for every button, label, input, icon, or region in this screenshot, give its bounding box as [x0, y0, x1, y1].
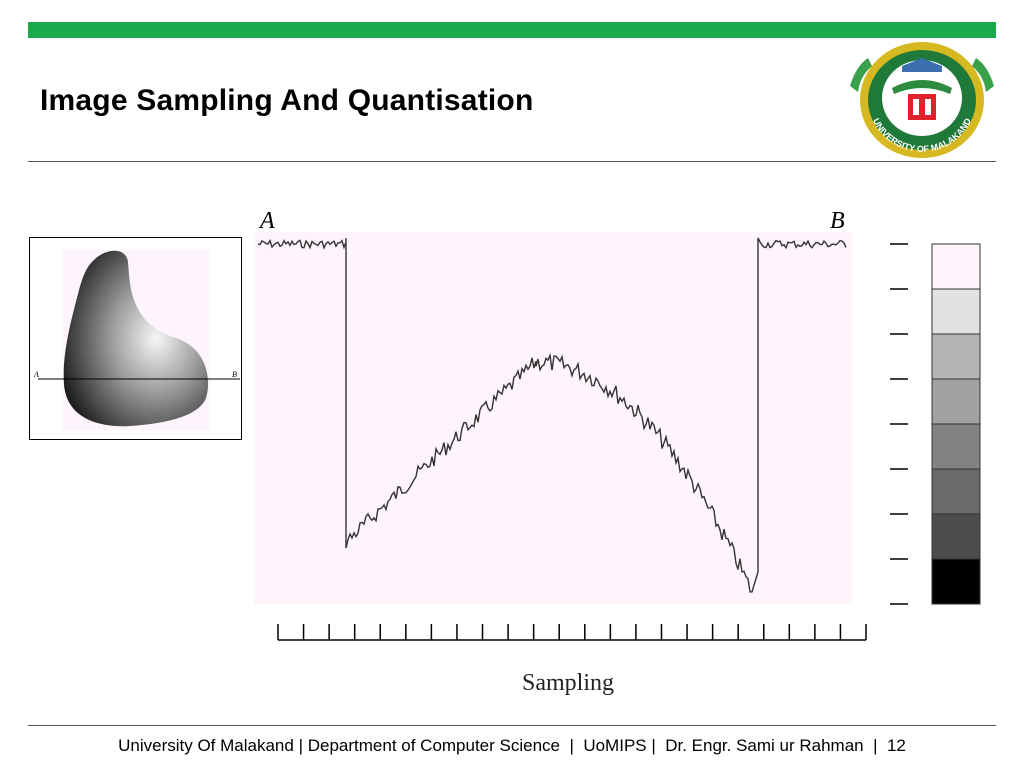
- inset-image: A B: [33, 250, 240, 430]
- gray-level-swatch: [931, 513, 981, 560]
- gray-level-swatch: [931, 378, 981, 425]
- university-logo: UNIVERSITY OF MALAKAND: [850, 42, 994, 158]
- footer-separator: |: [863, 736, 887, 755]
- footer-university: University Of Malakand: [118, 736, 294, 755]
- plot-background: [254, 232, 852, 604]
- intensity-profile-line: [257, 237, 847, 593]
- footer-separator: |: [646, 736, 666, 755]
- footer-divider: [28, 725, 996, 726]
- plot-label-b: B: [830, 208, 845, 234]
- gray-level-swatch: [931, 288, 981, 335]
- inset-label-a: A: [33, 370, 39, 379]
- sampling-label: Sampling: [522, 670, 614, 696]
- quantization-ticks: [890, 243, 908, 605]
- inset-label-b: B: [232, 370, 237, 379]
- sampling-quantization-figure: A B Sampling: [254, 208, 981, 696]
- footer-separator: |: [560, 736, 584, 755]
- footer-author: Dr. Engr. Sami ur Rahman: [665, 736, 864, 755]
- plot-label-a: A: [258, 208, 275, 234]
- gray-level-swatch: [931, 468, 981, 515]
- gray-level-swatch: [931, 423, 981, 470]
- gray-level-swatch: [931, 243, 981, 290]
- page-number: 12: [886, 736, 906, 755]
- gray-level-swatch: [931, 333, 981, 380]
- gray-level-swatch: [931, 558, 981, 605]
- slide-title: Image Sampling And Quantisation: [40, 84, 534, 117]
- footer-department: Department of Computer Science: [307, 736, 561, 755]
- inset-image-panel: A B: [29, 237, 242, 440]
- sampling-ticks: [277, 624, 867, 640]
- footer: University Of Malakand | Department of C…: [0, 736, 1024, 756]
- inset-shape: [63, 250, 209, 427]
- footer-separator: |: [293, 736, 308, 755]
- gray-level-scale: [931, 243, 981, 605]
- header-accent-bar: [28, 22, 996, 38]
- footer-program: UoMIPS: [583, 736, 647, 755]
- header-divider: [28, 161, 996, 162]
